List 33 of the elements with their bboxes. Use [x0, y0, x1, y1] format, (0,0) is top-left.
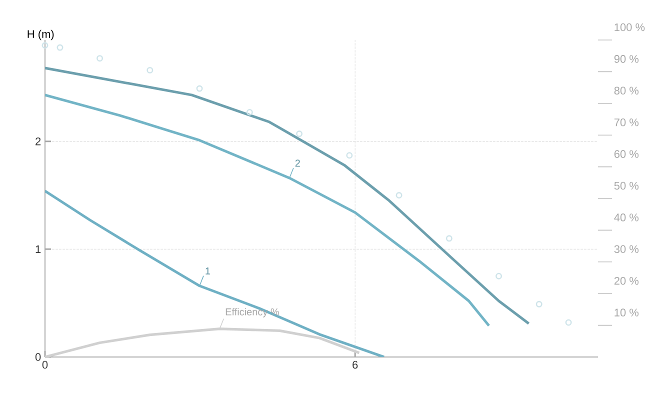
- y2-tick-label: 60 %: [614, 150, 639, 158]
- point: [396, 192, 402, 199]
- line-series: [45, 94, 490, 328]
- point: [536, 300, 542, 308]
- y2-tick-label: 100 %: [614, 23, 645, 32]
- series-label: 1: [206, 268, 210, 274]
- series-label: 2: [295, 160, 300, 167]
- y-tick-label: 1: [36, 245, 41, 253]
- point: [496, 272, 502, 280]
- point: [42, 42, 48, 49]
- y2-tick-label: 40 %: [614, 214, 639, 222]
- x-tick-label: 6: [352, 360, 358, 369]
- point: [446, 235, 452, 242]
- point: [296, 130, 303, 138]
- point: [56, 44, 64, 51]
- y2-tick-label: 70 %: [614, 118, 639, 126]
- y2-tick-label: 80 %: [614, 86, 639, 95]
- y2-tick-label: 50 %: [614, 182, 639, 190]
- y-axis-title: H (m): [28, 30, 54, 40]
- point: [565, 319, 572, 326]
- y-tick-label: 2: [36, 138, 41, 146]
- y2-tick-label: 20 %: [614, 276, 639, 285]
- y2-tick-label: 30 %: [614, 245, 639, 254]
- point: [146, 66, 154, 74]
- y2-tick-label: 10 %: [614, 308, 639, 316]
- point: [96, 55, 104, 62]
- line-series: [45, 66, 530, 325]
- y-tick-label: 0: [35, 353, 41, 361]
- y2-tick-label: 90 %: [614, 55, 639, 63]
- point: [346, 152, 353, 159]
- point: [246, 108, 253, 116]
- series-label: Efficiency %: [226, 308, 280, 318]
- point: [196, 85, 203, 92]
